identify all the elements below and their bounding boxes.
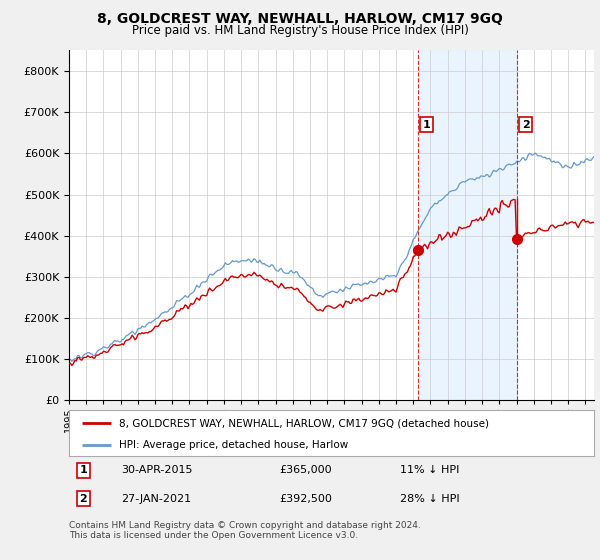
Text: £392,500: £392,500 xyxy=(279,493,332,503)
Text: Price paid vs. HM Land Registry's House Price Index (HPI): Price paid vs. HM Land Registry's House … xyxy=(131,24,469,36)
Text: Contains HM Land Registry data © Crown copyright and database right 2024.
This d: Contains HM Land Registry data © Crown c… xyxy=(69,521,421,540)
Text: 8, GOLDCREST WAY, NEWHALL, HARLOW, CM17 9GQ (detached house): 8, GOLDCREST WAY, NEWHALL, HARLOW, CM17 … xyxy=(119,418,489,428)
Text: £365,000: £365,000 xyxy=(279,465,332,475)
Text: 27-JAN-2021: 27-JAN-2021 xyxy=(121,493,191,503)
Text: 11% ↓ HPI: 11% ↓ HPI xyxy=(400,465,459,475)
Text: 1: 1 xyxy=(423,119,430,129)
Text: 30-APR-2015: 30-APR-2015 xyxy=(121,465,193,475)
Text: 28% ↓ HPI: 28% ↓ HPI xyxy=(400,493,460,503)
Bar xyxy=(418,50,517,400)
Text: 2: 2 xyxy=(79,493,87,503)
Text: 2: 2 xyxy=(522,119,529,129)
Text: HPI: Average price, detached house, Harlow: HPI: Average price, detached house, Harl… xyxy=(119,440,348,450)
Text: 8, GOLDCREST WAY, NEWHALL, HARLOW, CM17 9GQ: 8, GOLDCREST WAY, NEWHALL, HARLOW, CM17 … xyxy=(97,12,503,26)
Text: 1: 1 xyxy=(79,465,87,475)
